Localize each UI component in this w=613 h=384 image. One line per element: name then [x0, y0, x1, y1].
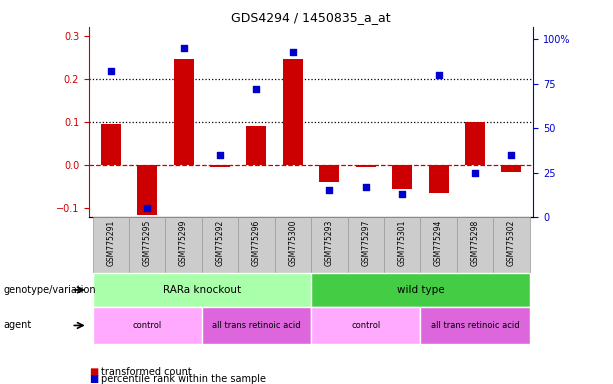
Point — [106, 68, 116, 74]
Point — [470, 169, 480, 175]
Point — [288, 49, 298, 55]
Point — [215, 152, 225, 158]
Bar — [501, 165, 522, 172]
Bar — [246, 126, 267, 165]
Bar — [275, 217, 311, 273]
Bar — [93, 307, 202, 344]
Bar — [356, 165, 376, 167]
Text: ■: ■ — [89, 367, 98, 377]
Text: GSM775296: GSM775296 — [252, 220, 261, 266]
Bar — [166, 217, 202, 273]
Bar — [421, 307, 530, 344]
Title: GDS4294 / 1450835_a_at: GDS4294 / 1450835_a_at — [231, 11, 391, 24]
Bar — [129, 217, 166, 273]
Text: wild type: wild type — [397, 285, 444, 295]
Text: control: control — [351, 321, 380, 330]
Text: GSM775298: GSM775298 — [471, 220, 479, 266]
Text: GSM775291: GSM775291 — [106, 220, 115, 266]
Point — [179, 45, 189, 51]
Text: GSM775297: GSM775297 — [361, 220, 370, 266]
Bar — [238, 217, 275, 273]
Bar — [319, 165, 340, 182]
Text: GSM775293: GSM775293 — [325, 220, 334, 266]
Bar — [311, 307, 421, 344]
Bar — [457, 217, 493, 273]
Point — [142, 205, 152, 211]
Point — [251, 86, 261, 92]
Text: GSM775302: GSM775302 — [507, 220, 516, 266]
Text: all trans retinoic acid: all trans retinoic acid — [212, 321, 301, 330]
Bar — [202, 217, 238, 273]
Point — [433, 72, 443, 78]
Text: all trans retinoic acid: all trans retinoic acid — [431, 321, 519, 330]
Bar — [137, 165, 157, 215]
Text: genotype/variation: genotype/variation — [3, 285, 96, 295]
Bar — [465, 122, 485, 165]
Bar — [493, 217, 530, 273]
Point — [324, 187, 334, 194]
Bar — [384, 217, 421, 273]
Point — [397, 191, 407, 197]
Bar — [311, 273, 530, 307]
Text: GSM775292: GSM775292 — [216, 220, 224, 266]
Text: GSM775301: GSM775301 — [398, 220, 406, 266]
Bar — [93, 273, 311, 307]
Bar — [202, 307, 311, 344]
Bar — [311, 217, 348, 273]
Bar — [93, 217, 129, 273]
Text: GSM775299: GSM775299 — [179, 220, 188, 266]
Bar — [283, 59, 303, 165]
Bar — [428, 165, 449, 193]
Bar — [348, 217, 384, 273]
Text: GSM775300: GSM775300 — [288, 220, 297, 266]
Bar — [173, 59, 194, 165]
Text: GSM775295: GSM775295 — [143, 220, 151, 266]
Bar — [101, 124, 121, 165]
Text: ■: ■ — [89, 374, 98, 384]
Bar — [210, 165, 230, 167]
Text: RARa knockout: RARa knockout — [162, 285, 241, 295]
Text: control: control — [132, 321, 162, 330]
Text: percentile rank within the sample: percentile rank within the sample — [101, 374, 266, 384]
Bar — [421, 217, 457, 273]
Text: transformed count: transformed count — [101, 367, 192, 377]
Point — [361, 184, 371, 190]
Bar — [392, 165, 412, 189]
Point — [506, 152, 516, 158]
Text: GSM775294: GSM775294 — [434, 220, 443, 266]
Text: agent: agent — [3, 320, 31, 331]
